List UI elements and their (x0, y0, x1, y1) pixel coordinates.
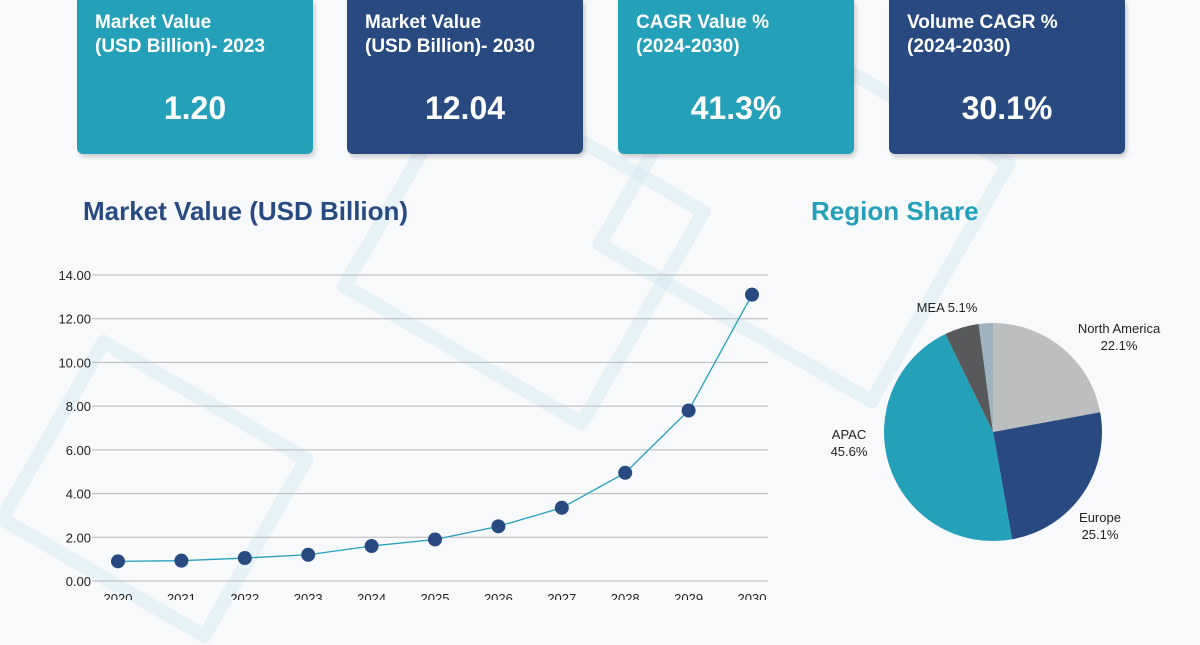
data-point-2029 (681, 403, 696, 418)
data-point-2025 (428, 532, 442, 547)
kpi-value: 30.1% (961, 90, 1053, 126)
pie-label-name: North America (1078, 321, 1161, 336)
kpi-label-line1: Market Value (95, 12, 212, 33)
x-tick-label: 2028 (611, 591, 640, 600)
kpi-label: Volume CAGR % (2024-2030) (907, 11, 1058, 59)
kpi-label-line2: (2024-2030) (636, 36, 740, 57)
pie-label-value: 25.1% (1082, 527, 1119, 542)
pie-chart-title: Region Share (811, 196, 979, 226)
pie-slice-mea (945, 323, 993, 432)
x-tick-label: 2030 (738, 591, 767, 600)
pie-slice-europe (993, 412, 1102, 540)
kpi-card-market-value-2030: Market Value (USD Billion)- 2030 12.04 (347, 0, 583, 154)
pie-label-name: Europe (1079, 510, 1121, 525)
data-point-2024 (364, 539, 379, 554)
pie-chart: North America 22.1% Europe 25.1% APAC 45.6% ME… (831, 300, 1161, 542)
pie-slice-other (978, 323, 993, 432)
pie-slice-north-america (993, 323, 1101, 432)
x-tick-label: 2026 (484, 591, 513, 600)
pie-label-mea: MEA 5.1% (917, 300, 978, 315)
pie-label-value: 22.1% (1101, 338, 1138, 353)
kpi-value: 12.04 (424, 90, 506, 126)
kpi-label-line1: Volume CAGR % (907, 12, 1058, 33)
line-chart: 0.00 2.00 4.00 6.00 8.00 10.00 12.00 14.00 2020 2… (58, 268, 768, 600)
data-point-2022 (237, 551, 252, 566)
x-tick-label: 2024 (357, 591, 386, 600)
x-tick-label: 2027 (547, 591, 576, 600)
kpi-label: Market Value (USD Billion)- 2030 (365, 11, 535, 59)
y-tick-label: 14.00 (58, 268, 91, 283)
y-tick-label: 8.00 (66, 399, 91, 414)
data-point-2028 (618, 465, 633, 480)
x-tick-label: 2025 (421, 591, 450, 600)
y-tick-label: 12.00 (58, 312, 91, 327)
x-tick-label: 2029 (674, 591, 703, 600)
kpi-label-line1: Market Value (365, 12, 482, 33)
data-point-2023 (301, 547, 316, 562)
pie-slice-apac (883, 333, 1013, 541)
x-tick-label: 2022 (230, 591, 259, 600)
kpi-card-volume-cagr: Volume CAGR % (2024-2030) 30.1% (889, 0, 1125, 154)
x-tick-label: 2021 (167, 591, 196, 600)
y-tick-label: 0.00 (66, 574, 91, 589)
data-point-2027 (554, 500, 569, 515)
kpi-label: Market Value (USD Billion)- 2023 (95, 11, 265, 59)
kpi-label-line2: (USD Billion)- 2023 (95, 36, 265, 57)
pie-label-name: APAC (832, 427, 866, 442)
x-tick-label: 2020 (104, 591, 133, 600)
data-point-2021 (174, 553, 189, 568)
kpi-value: 41.3% (690, 90, 782, 126)
series-line (117, 294, 753, 562)
data-point-2020 (111, 554, 125, 569)
data-point-2030 (745, 287, 759, 302)
data-point-2026 (491, 519, 506, 534)
y-tick-label: 6.00 (66, 443, 91, 458)
y-tick-label: 10.00 (58, 355, 91, 370)
kpi-value: 1.20 (163, 90, 227, 126)
kpi-label: CAGR Value % (2024-2030) (636, 11, 769, 59)
kpi-label-line1: CAGR Value % (636, 12, 770, 33)
y-tick-label: 2.00 (66, 530, 91, 545)
kpi-card-cagr-value: CAGR Value % (2024-2030) 41.3% (618, 0, 854, 154)
pie-label-value: 45.6% (831, 444, 868, 459)
kpi-label-line2: (2024-2030) (907, 36, 1011, 57)
y-tick-label: 4.00 (66, 487, 91, 502)
line-chart-title: Market Value (USD Billion) (83, 196, 409, 226)
kpi-card-market-value-2023: Market Value (USD Billion)- 2023 1.20 (77, 0, 313, 154)
kpi-label-line2: (USD Billion)- 2030 (365, 36, 535, 57)
x-tick-label: 2023 (294, 591, 323, 600)
